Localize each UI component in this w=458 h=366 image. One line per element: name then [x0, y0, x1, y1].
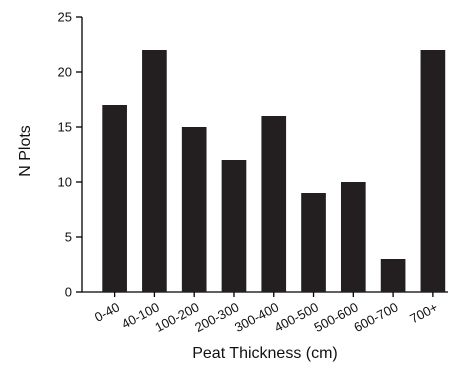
bar-300-400 — [261, 116, 287, 292]
bar-400-500 — [301, 193, 326, 292]
bar-500-600 — [340, 182, 366, 292]
bar-200-300 — [221, 160, 247, 292]
y-axis-title: N Plots — [17, 125, 34, 177]
bar-700+ — [420, 50, 446, 292]
y-tick-label: 20 — [58, 65, 72, 80]
bar-0-40 — [102, 105, 127, 292]
y-tick-label: 5 — [65, 230, 72, 245]
bar-100-200 — [181, 127, 207, 292]
y-tick-label: 15 — [58, 120, 72, 135]
x-tick-label: 400-500 — [272, 299, 321, 335]
x-tick-label: 200-300 — [192, 299, 241, 335]
y-tick-label: 25 — [58, 10, 72, 25]
x-tick-label: 700+ — [407, 299, 440, 326]
x-axis-title: Peat Thickness (cm) — [192, 345, 338, 362]
x-tick-label: 100-200 — [152, 299, 201, 335]
y-tick-label: 0 — [65, 285, 72, 300]
y-tick-label: 10 — [58, 175, 72, 190]
x-tick-label: 300-400 — [232, 299, 281, 335]
bar-600-700 — [380, 259, 406, 292]
y-axis: 0 5 10 15 20 25 — [58, 10, 83, 300]
x-tick-label: 500-600 — [312, 299, 361, 335]
bar-40-100 — [142, 50, 167, 292]
bars — [102, 50, 446, 292]
x-tick-label: 600-700 — [351, 299, 400, 335]
x-axis: 0-4040-100100-200200-300300-400400-50050… — [82, 291, 448, 335]
x-tick-label: 0-40 — [92, 299, 122, 324]
